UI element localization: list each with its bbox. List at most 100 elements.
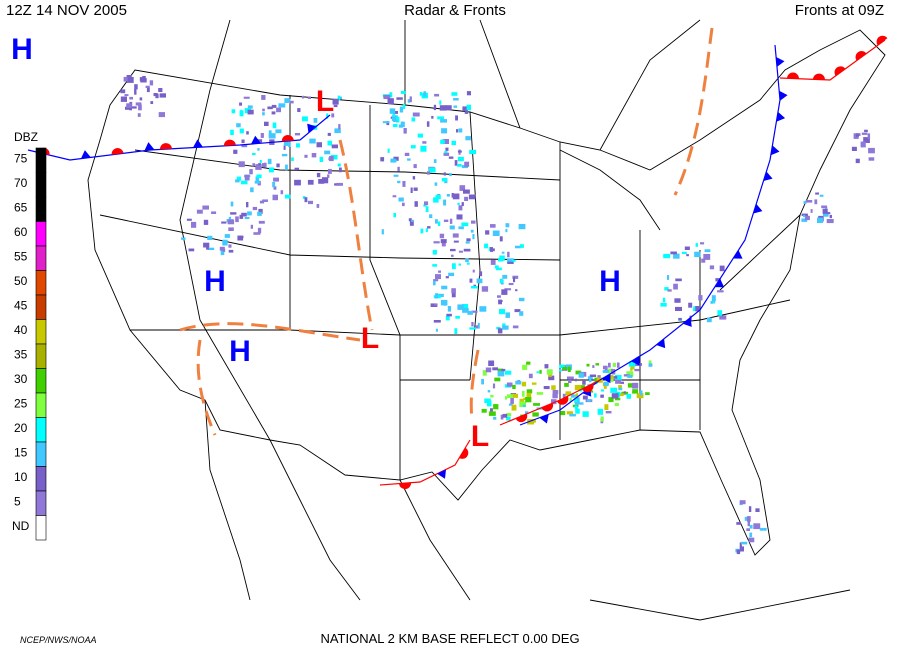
echo (868, 147, 875, 154)
echo (748, 537, 755, 543)
echo (389, 92, 393, 98)
echo (449, 218, 453, 224)
legend-swatch (35, 221, 47, 247)
echo (439, 233, 445, 239)
echo (600, 416, 604, 422)
echo (485, 230, 490, 235)
echo (316, 204, 320, 208)
echo (435, 293, 438, 299)
echo (262, 112, 265, 116)
echo (451, 92, 458, 96)
echo (675, 306, 682, 311)
echo (719, 265, 725, 272)
echo (297, 108, 301, 112)
echo (471, 310, 478, 313)
echo (600, 389, 604, 392)
legend-label: 60 (14, 225, 28, 239)
echo (506, 413, 512, 417)
echo (450, 248, 456, 252)
pressure-center: L (316, 85, 334, 118)
echo (522, 364, 528, 370)
echo (307, 179, 314, 185)
echo (663, 253, 671, 259)
echo (255, 176, 260, 182)
radar-echoes (120, 75, 875, 555)
echo (485, 367, 492, 373)
echo (492, 367, 499, 371)
pressure-center: H (204, 265, 226, 298)
echo (413, 187, 418, 191)
cold-front-symbol (779, 90, 788, 101)
echo (801, 213, 808, 216)
echo (419, 92, 422, 96)
echo (461, 202, 464, 206)
echo (387, 98, 394, 105)
echo (465, 258, 469, 263)
warm-front-symbol (786, 72, 799, 79)
echo (140, 78, 147, 83)
echo (589, 374, 597, 377)
echo (499, 255, 505, 261)
echo (688, 302, 693, 308)
echo (211, 211, 217, 214)
echo (311, 153, 317, 158)
echo (123, 76, 128, 82)
echo (304, 197, 308, 203)
echo (231, 109, 236, 114)
echo (552, 393, 558, 399)
echo (525, 397, 532, 403)
echo (747, 521, 750, 527)
echo (746, 516, 751, 522)
echo (284, 98, 290, 103)
footer-left: NCEP/NWS/NOAA (20, 635, 97, 645)
echo (454, 160, 458, 166)
echo (620, 391, 623, 394)
echo (268, 133, 276, 139)
echo (387, 148, 390, 153)
echo (662, 297, 666, 303)
echo (145, 85, 150, 88)
cold-front-symbol (656, 338, 666, 349)
echo (397, 166, 400, 172)
echo (334, 183, 339, 186)
echo (254, 180, 261, 184)
echo (582, 380, 586, 385)
echo (433, 104, 437, 111)
echo (562, 367, 568, 371)
echo (490, 259, 496, 265)
echo (230, 201, 234, 207)
state-lines (99, 89, 801, 480)
echo (673, 283, 678, 290)
echo (484, 243, 488, 249)
echo (120, 89, 126, 94)
echo (551, 399, 557, 405)
echo (203, 242, 210, 248)
echo (569, 397, 572, 402)
echo (501, 289, 508, 295)
trough (338, 139, 374, 331)
us-outline (87, 29, 886, 556)
echo (664, 287, 669, 291)
echo (522, 404, 526, 408)
echo (681, 251, 687, 254)
echo (252, 206, 258, 211)
echo (131, 106, 137, 109)
echo (490, 247, 493, 252)
echo (576, 402, 584, 405)
cold-front-symbol (192, 139, 203, 148)
echo (259, 200, 265, 204)
echo (500, 414, 504, 420)
echo (402, 181, 406, 187)
echo (452, 193, 460, 200)
echo (289, 100, 294, 104)
echo (228, 244, 232, 248)
echo (515, 245, 521, 249)
echo (505, 223, 510, 228)
echo (526, 389, 533, 394)
echo (493, 416, 497, 420)
echo (434, 182, 438, 186)
echo (578, 372, 584, 378)
echo (481, 408, 487, 413)
echo (381, 229, 384, 235)
echo (135, 102, 142, 106)
